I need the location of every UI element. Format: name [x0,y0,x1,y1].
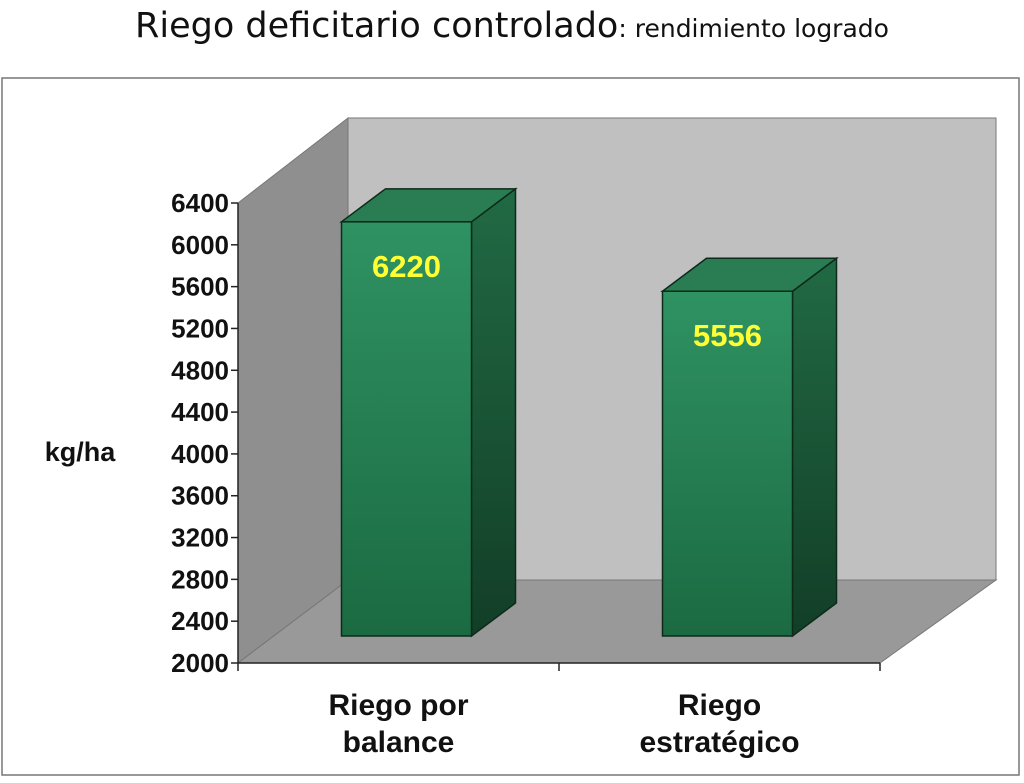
bar-front [661,290,794,637]
chart-title-main: Riego deficitario controlado [135,6,619,46]
bar [660,256,839,638]
x-category-label-line: balance [343,726,455,759]
y-tick-label: 2000 [171,648,229,678]
chart-axes: 2000 2400 2800 3200 3600 4000 4400 4800 5200 5600… [171,188,881,678]
y-tick-label: 3200 [171,523,229,553]
side-wall [237,116,349,665]
y-tick-label: 6000 [171,230,229,260]
bar-side [470,187,517,638]
x-category-label-line: Riego por [329,689,469,722]
x-category-label: Riego estratégico [639,689,799,759]
chart-labels: kg/ha 6220 Riego por balance 5556 Riego estrat… [45,249,800,759]
data-label: 6220 [372,249,441,284]
bar-front [340,221,473,637]
chart-title: Riego deficitario controlado: rendimient… [0,6,1024,56]
x-category-label-line: Riego [678,689,761,722]
y-tick-label: 5600 [171,272,229,302]
y-tick-label: 4000 [171,439,229,469]
chart-title-separator: : [618,14,635,43]
y-tick-label: 2400 [171,606,229,636]
bar [339,187,518,638]
chart-subtitle: rendimiento logrado [634,14,889,43]
x-category-label: Riego por balance [329,689,469,759]
y-tick-label: 3600 [171,481,229,511]
x-category-label-line: estratégico [639,726,799,759]
y-tick-label: 5200 [171,313,229,343]
chart-bars [339,187,839,638]
y-tick-label: 4400 [171,397,229,427]
y-axis-label: kg/ha [45,437,117,467]
y-tick-label: 6400 [171,188,229,218]
bar-side [791,256,838,638]
y-tick-label: 4800 [171,355,229,385]
data-label: 5556 [693,318,762,353]
y-tick-label: 2800 [171,564,229,594]
